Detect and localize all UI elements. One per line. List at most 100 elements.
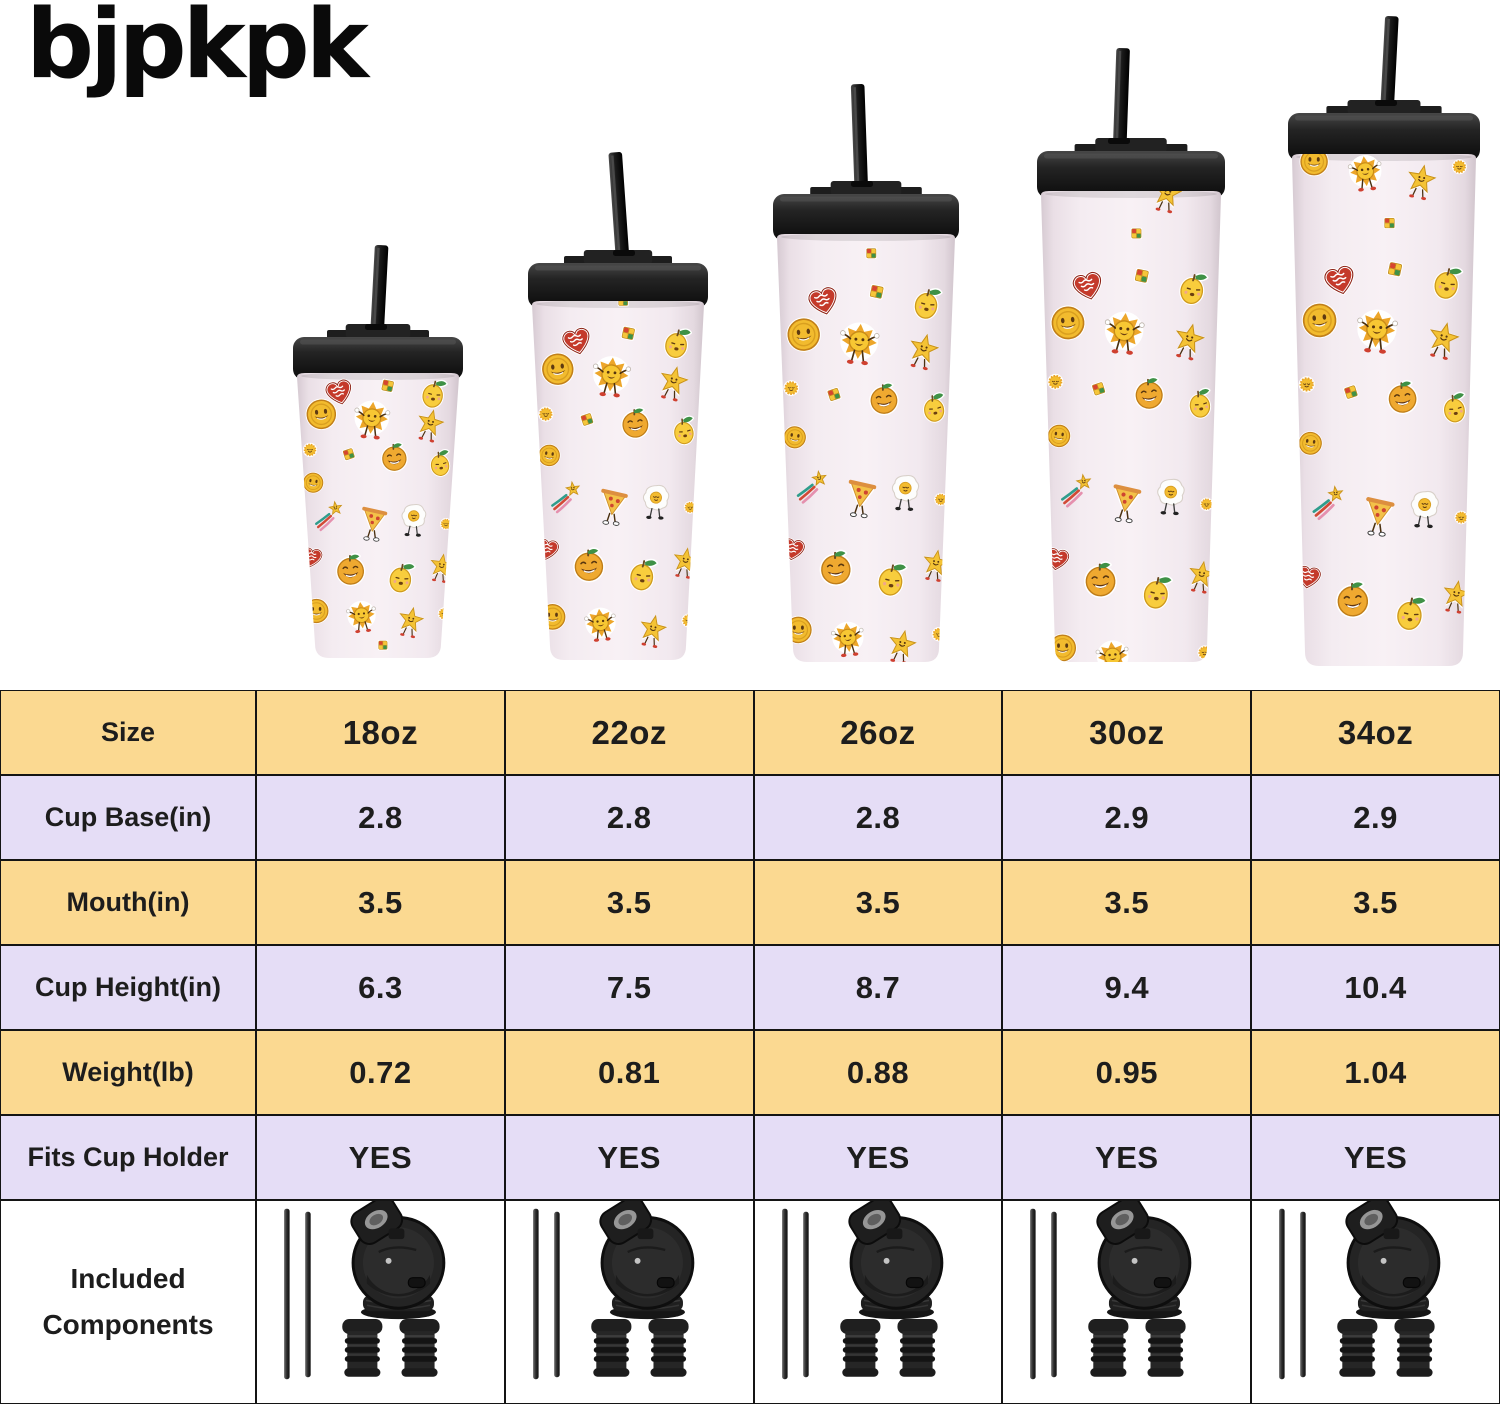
spec-value-cell: 2.9: [1002, 775, 1252, 860]
spec-value-cell: 1.04: [1251, 1030, 1500, 1115]
included-components-label: Included Components: [0, 1200, 256, 1404]
included-components-graphic: [1279, 1201, 1441, 1380]
smallsun-sticker: [437, 606, 452, 622]
metal-straw-icon: [781, 1208, 788, 1380]
spec-value-cell: 7.5: [504, 945, 754, 1030]
smallsun-sticker: [1199, 496, 1215, 512]
included-components-cell-26oz: [753, 1200, 1003, 1404]
cup-body: [777, 234, 955, 662]
straw: [850, 83, 869, 211]
lid: [528, 250, 708, 308]
smallsun-sticker: [1297, 375, 1316, 394]
cube-sticker: [377, 639, 389, 651]
flip-lid-icon: [843, 1201, 943, 1321]
straw-stopper-icon: [591, 1319, 632, 1377]
coin-sticker: [783, 615, 814, 645]
straw-stopper-icon: [1394, 1319, 1435, 1377]
spec-value-cell: 2.9: [1251, 775, 1500, 860]
spec-value-cell: YES: [504, 1115, 754, 1200]
flip-lid-icon: [345, 1201, 446, 1321]
tumbler-30oz: [1037, 47, 1225, 662]
spec-value-cell: 3.5: [1251, 860, 1500, 945]
smallsun-sticker: [930, 626, 948, 643]
spec-value-cell: 0.72: [256, 1030, 505, 1115]
flip-lid-icon: [594, 1201, 695, 1321]
lid: [1037, 138, 1225, 198]
metal-straw-icon: [553, 1211, 560, 1378]
spec-value-cell: YES: [256, 1115, 505, 1200]
cube-sticker: [1386, 260, 1404, 279]
row-label-weight-lb-: Weight(lb): [0, 1030, 256, 1115]
row-label-size: Size: [0, 690, 256, 775]
spec-value-cell: 2.8: [504, 775, 754, 860]
smallsun-sticker: [782, 379, 801, 397]
lid: [293, 324, 463, 380]
smallsun-sticker: [1453, 509, 1469, 526]
spec-value-cell: 9.4: [1002, 945, 1252, 1030]
size-header-cell: 18oz: [256, 690, 505, 775]
smallsun-sticker: [439, 517, 453, 531]
straw-stopper-icon: [1088, 1319, 1129, 1377]
metal-straw-icon: [1030, 1208, 1036, 1380]
straw-stopper-icon: [399, 1319, 440, 1377]
row-label-fits-cup-holder: Fits Cup Holder: [0, 1115, 256, 1200]
size-header-cell: 30oz: [1002, 690, 1252, 775]
smallsun-sticker: [301, 441, 319, 458]
straw-stopper-icon: [897, 1319, 938, 1377]
spec-value-cell: 2.8: [256, 775, 505, 860]
spec-value-cell: YES: [753, 1115, 1003, 1200]
straw: [1112, 47, 1130, 168]
coin-sticker: [538, 602, 567, 632]
smallsun-sticker: [933, 492, 949, 507]
included-components-graphic: [532, 1201, 695, 1380]
spec-value-cell: 3.5: [504, 860, 754, 945]
smallsun-sticker: [680, 612, 697, 629]
spec-value-cell: 3.5: [256, 860, 505, 945]
spec-table: Size 18oz 22oz 26oz 30oz 34oz Cup Base(in) 2.8 2…: [0, 690, 1500, 1404]
spec-value-cell: 10.4: [1251, 945, 1500, 1030]
spec-value-cell: 3.5: [1002, 860, 1252, 945]
tumbler-22oz: [528, 152, 708, 660]
smallsun-sticker: [683, 500, 698, 515]
included-components-cell-22oz: [504, 1200, 754, 1404]
included-components-graphic: [781, 1201, 943, 1380]
metal-straw-icon: [305, 1211, 311, 1378]
cup-body: [1041, 191, 1221, 662]
row-label-mouth-in-: Mouth(in): [0, 860, 256, 945]
cube-sticker: [1383, 216, 1396, 230]
flip-lid-icon: [1340, 1201, 1441, 1321]
metal-straw-icon: [1279, 1208, 1285, 1380]
tumbler-18oz: [293, 244, 463, 658]
lid: [773, 181, 959, 241]
cube-sticker: [620, 325, 637, 342]
included-components-cell-34oz: [1251, 1200, 1500, 1404]
spec-value-cell: YES: [1251, 1115, 1500, 1200]
size-header-cell: 22oz: [504, 690, 754, 775]
included-components-graphic: [1030, 1201, 1192, 1380]
included-components-graphic: [284, 1201, 446, 1380]
smallsun-sticker: [1046, 372, 1065, 391]
metal-straw-icon: [802, 1211, 809, 1378]
size-header-cell: 26oz: [753, 690, 1003, 775]
metal-straw-icon: [284, 1208, 290, 1380]
spec-value-cell: YES: [1002, 1115, 1252, 1200]
included-components-cell-30oz: [1002, 1200, 1252, 1404]
row-label-cup-height-in-: Cup Height(in): [0, 945, 256, 1030]
brand-logo: bjpkpk: [26, 0, 369, 100]
cube-sticker: [868, 283, 886, 301]
straw-stopper-icon: [1145, 1319, 1186, 1377]
smallsun-sticker: [537, 405, 555, 423]
smallsun-sticker: [1451, 158, 1468, 176]
spec-value-cell: 3.5: [753, 860, 1003, 945]
tumbler-lineup: [293, 15, 1480, 666]
spec-value-cell: 6.3: [256, 945, 505, 1030]
metal-straw-icon: [1300, 1211, 1306, 1378]
cube-sticker: [865, 247, 878, 260]
spec-value-cell: 0.88: [753, 1030, 1003, 1115]
included-components-cell-18oz: [256, 1200, 505, 1404]
included-line-1: Included: [70, 1263, 186, 1294]
straw-stopper-icon: [1337, 1319, 1378, 1377]
tumbler-26oz: [773, 83, 959, 662]
size-header-cell: 34oz: [1251, 690, 1500, 775]
